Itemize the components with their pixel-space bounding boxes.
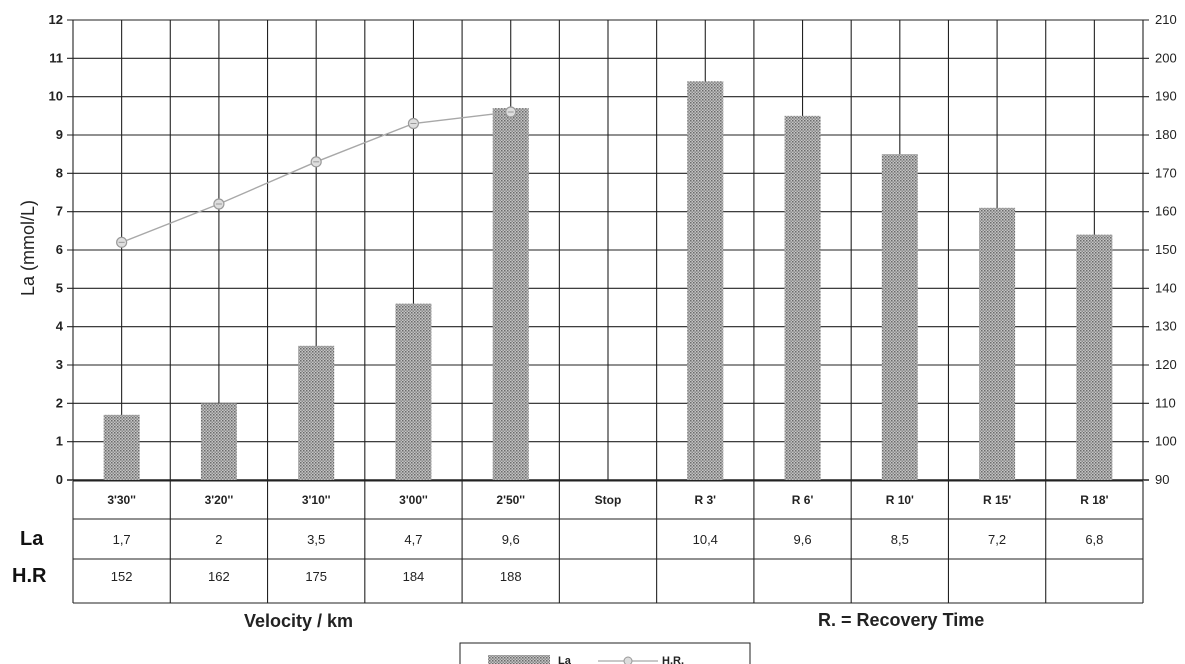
y-tick-label: 2 [56,395,63,410]
y-tick-label: 9 [56,127,63,142]
y-tick-label: 0 [56,472,63,487]
y2-tick-label: 110 [1155,395,1176,410]
y-tick-label: 6 [56,242,63,257]
y-tick-label: 8 [56,165,63,180]
table-cell-la: 6,8 [1085,532,1103,547]
bar-la [200,403,237,480]
x-axis-label: Velocity / km [244,611,353,631]
y2-tick-label: 160 [1155,204,1177,219]
x-category-label: R 18' [1080,493,1108,507]
bar-la [298,345,335,480]
x-category-label: R 3' [695,493,717,507]
bar-la [979,207,1016,481]
table-cell-la: 7,2 [988,532,1006,547]
y-tick-label: 11 [49,50,63,65]
table-cell-la: 1,7 [113,532,131,547]
bar-la [881,154,918,480]
y2-tick-label: 170 [1155,165,1177,180]
bar-la [784,115,821,480]
table-row-label-hr: H.R [12,565,47,587]
table-cell-la: 8,5 [891,532,909,547]
table-row-label-la: La [20,528,44,550]
table-cell-hr: 152 [111,569,133,584]
table-cell-la: 9,6 [794,532,812,547]
y-tick-label: 4 [56,319,64,334]
bar-la [687,81,724,480]
x-category-label: 3'00'' [399,493,428,507]
table-cell-la: 10,4 [693,532,718,547]
legend-line-marker [623,656,633,664]
table-cell-hr: 184 [403,569,425,584]
y2-tick-label: 130 [1155,319,1177,334]
y2-tick-label: 200 [1155,50,1177,65]
table-cell-la: 9,6 [502,532,520,547]
y-axis-label: La (mmol/L) [18,200,38,296]
x-category-label: 3'20'' [205,493,234,507]
x-category-label: R 15' [983,493,1011,507]
y-tick-label: 7 [56,204,63,219]
x-category-label: Stop [595,493,622,507]
bar-la [395,303,432,480]
table-cell-la: 2 [215,532,222,547]
legend: La H.R. [459,642,751,664]
table-cell-la: 4,7 [404,532,422,547]
x-category-label: 2'50'' [496,493,525,507]
x-category-label: R 6' [792,493,814,507]
table-cell-hr: 162 [208,569,230,584]
y2-tick-label: 100 [1155,434,1177,449]
y-tick-label: 1 [56,434,63,449]
table-cell-la: 3,5 [307,532,325,547]
y-tick-label: 12 [49,12,63,27]
y2-tick-label: 150 [1155,242,1177,257]
y2-tick-label: 90 [1155,472,1169,487]
y-tick-label: 5 [56,280,63,295]
table-cell-hr: 175 [305,569,327,584]
y2-tick-label: 180 [1155,127,1177,142]
y2-tick-label: 120 [1155,357,1177,372]
bar-la [1076,234,1113,480]
y2-tick-label: 190 [1155,89,1177,104]
legend-la-label: La [558,655,572,664]
x-category-label: 3'30'' [107,493,136,507]
bar-la [492,108,529,481]
data-table: 3'30'' 3'20'' 3'10'' 3'00'' 2'50'' Stop R 3' R … [72,480,1144,604]
axis-ticks: 0123456789101112901001101201301401501601… [49,12,1177,487]
legend-bar-swatch [488,655,550,664]
recovery-time-note: R. = Recovery Time [818,610,984,630]
la-bars [103,81,1113,481]
y-tick-label: 10 [49,89,63,104]
y2-tick-label: 140 [1155,280,1177,295]
x-category-label: R 10' [886,493,914,507]
table-cell-hr: 188 [500,569,522,584]
y-tick-label: 3 [56,357,63,372]
hr-line [116,106,517,248]
y2-tick-label: 210 [1155,12,1177,27]
x-category-label: 3'10'' [302,493,331,507]
legend-hr-label: H.R. [662,655,684,664]
bar-la [103,414,140,480]
